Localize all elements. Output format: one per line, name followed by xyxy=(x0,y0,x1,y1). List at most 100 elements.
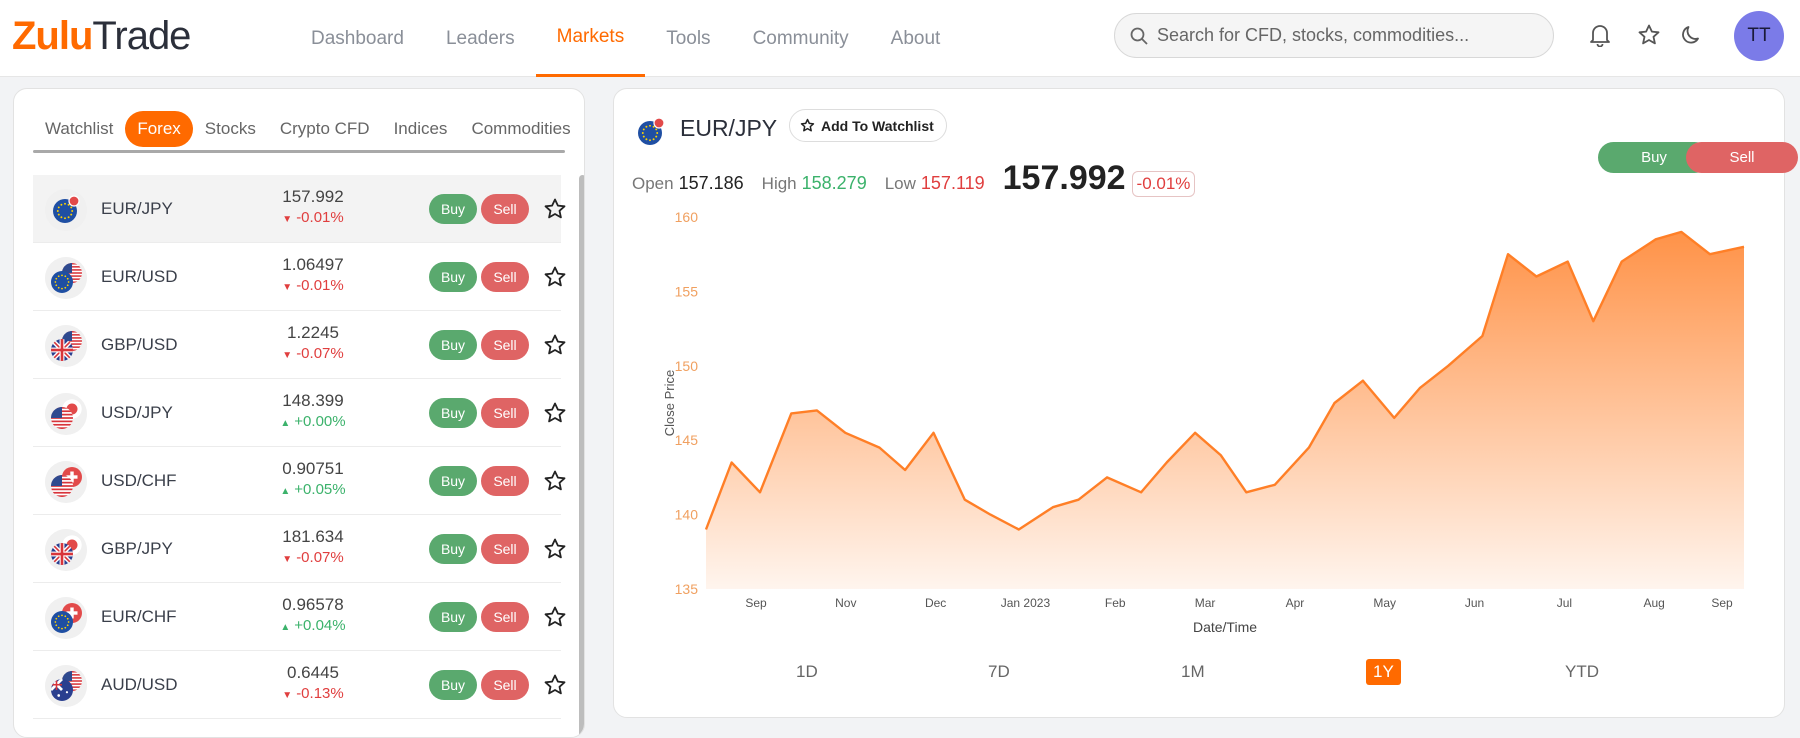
sell-button[interactable]: Sell xyxy=(481,262,529,292)
instrument-row[interactable]: EUR/USD 1.06497 ▼ -0.01% Buy Sell xyxy=(33,243,566,311)
sell-button[interactable]: Sell xyxy=(481,330,529,360)
star-icon xyxy=(800,118,815,132)
instrument-list: EUR/JPY 157.992 ▼ -0.01% Buy Sell EUR/USD 1.064… xyxy=(33,175,566,719)
range-1y[interactable]: 1Y xyxy=(1366,659,1401,685)
instrument-row[interactable]: GBP/USD 1.2245 ▼ -0.07% Buy Sell xyxy=(33,311,566,379)
buy-button[interactable]: Buy xyxy=(429,534,477,564)
buy-button[interactable]: Buy xyxy=(429,670,477,700)
instrument-symbol: GBP/JPY xyxy=(101,538,173,558)
instrument-symbol: EUR/JPY xyxy=(101,198,173,218)
instrument-change: ▼ -0.13% xyxy=(238,685,388,702)
range-ytd[interactable]: YTD xyxy=(1565,662,1599,681)
sell-button[interactable]: Sell xyxy=(481,534,529,564)
caret-down-icon: ▼ xyxy=(282,350,293,361)
range-1m[interactable]: 1M xyxy=(1181,662,1205,681)
x-tick-label: May xyxy=(1373,596,1396,610)
instrument-change: ▼ -0.01% xyxy=(238,209,388,226)
watchlist-star-icon[interactable] xyxy=(543,605,567,629)
instrument-price: 157.992 xyxy=(282,187,344,206)
instrument-price: 181.634 xyxy=(282,527,344,546)
instrument-row[interactable]: EUR/JPY 157.992 ▼ -0.01% Buy Sell xyxy=(33,175,566,243)
sell-button[interactable]: Sell xyxy=(481,466,529,496)
instrument-row[interactable]: GBP/JPY 181.634 ▼ -0.07% Buy Sell xyxy=(33,515,566,583)
instrument-price: 0.96578 xyxy=(282,595,344,614)
nav-leaders[interactable]: Leaders xyxy=(445,27,515,49)
instrument-row[interactable]: AUD/USD 0.6445 ▼ -0.13% Buy Sell xyxy=(33,651,566,719)
tab-forex[interactable]: Forex xyxy=(125,111,193,147)
instrument-row[interactable]: EUR/CHF 0.96578 ▲ +0.04% Buy Sell xyxy=(33,583,566,651)
change-value: +0.05% xyxy=(294,481,346,498)
buy-button[interactable]: Buy xyxy=(429,398,477,428)
price-area xyxy=(706,231,1744,589)
watchlist-star-icon[interactable] xyxy=(543,197,567,221)
eu-flag-icon xyxy=(638,117,665,145)
caret-up-icon: ▲ xyxy=(280,418,291,429)
user-avatar[interactable]: TT xyxy=(1734,11,1784,61)
price-chart[interactable]: 135 140 145 150 155 160 Sep Nov Dec Jan 2023 Feb Ma… xyxy=(614,189,1786,649)
buy-button[interactable]: Buy xyxy=(429,602,477,632)
moon-icon[interactable] xyxy=(1679,22,1705,48)
nav-tools[interactable]: Tools xyxy=(666,27,711,49)
x-tick-label: Apr xyxy=(1286,596,1305,610)
instrument-symbol: USD/CHF xyxy=(101,470,177,490)
y-tick-label: 155 xyxy=(675,283,699,299)
instrument-row[interactable]: USD/CHF 0.90751 ▲ +0.05% Buy Sell xyxy=(33,447,566,515)
watchlist-star-icon[interactable] xyxy=(543,673,567,697)
high-label: High xyxy=(761,174,797,193)
instrument-change: ▲ +0.05% xyxy=(238,481,388,498)
watchlist-star-icon[interactable] xyxy=(543,265,567,289)
market-tabs: Watchlist Forex Stocks Crypto CFD Indice… xyxy=(33,107,581,151)
nav-about[interactable]: About xyxy=(890,27,941,49)
change-value: +0.04% xyxy=(294,617,346,634)
add-to-watchlist-label: Add To Watchlist xyxy=(821,117,934,134)
change-value: -0.13% xyxy=(296,685,344,702)
change-value: -0.07% xyxy=(296,549,344,566)
bell-icon[interactable] xyxy=(1587,22,1613,48)
buy-button[interactable]: Buy xyxy=(429,194,477,224)
watchlist-star-icon[interactable] xyxy=(543,401,567,425)
time-range-selector: 1D 7D 1M 1Y YTD xyxy=(614,659,1786,689)
instrument-row[interactable]: USD/JPY 148.399 ▲ +0.00% Buy Sell xyxy=(33,379,566,447)
nav-markets[interactable]: Markets xyxy=(535,0,646,77)
caret-down-icon: ▼ xyxy=(282,554,293,565)
instrument-detail-panel: EUR/JPY Add To Watchlist Open 157.186 Hi… xyxy=(613,88,1798,718)
buy-button[interactable]: Buy xyxy=(429,330,477,360)
zulutrade-logo[interactable]: Zulu Trade xyxy=(12,14,191,58)
open-value: 157.186 xyxy=(678,173,744,193)
tab-watchlist[interactable]: Watchlist xyxy=(45,119,114,138)
buy-button[interactable]: Buy xyxy=(429,466,477,496)
list-scrollbar[interactable] xyxy=(579,175,584,737)
y-tick-label: 150 xyxy=(675,358,699,374)
instrument-price: 1.2245 xyxy=(287,323,339,342)
detail-sell-button[interactable]: Sell xyxy=(1686,142,1798,173)
tab-stocks[interactable]: Stocks xyxy=(204,119,256,138)
tab-crypto-cfd[interactable]: Crypto CFD xyxy=(279,119,370,138)
tab-indices[interactable]: Indices xyxy=(393,119,448,138)
currency-flag-icon xyxy=(45,325,87,367)
watchlist-star-icon[interactable] xyxy=(543,333,567,357)
search-input[interactable] xyxy=(1157,25,1537,46)
price-line xyxy=(704,230,1745,531)
caret-up-icon: ▲ xyxy=(280,486,291,497)
sell-button[interactable]: Sell xyxy=(481,398,529,428)
nav-community[interactable]: Community xyxy=(752,27,849,49)
search-icon xyxy=(1130,27,1148,45)
watchlist-star-icon[interactable] xyxy=(543,537,567,561)
range-1d[interactable]: 1D xyxy=(796,662,818,681)
range-7d[interactable]: 7D xyxy=(988,662,1010,681)
add-to-watchlist-button[interactable]: Add To Watchlist xyxy=(789,109,947,142)
buy-button[interactable]: Buy xyxy=(429,262,477,292)
watchlist-star-icon[interactable] xyxy=(543,469,567,493)
tab-commodities[interactable]: Commodities xyxy=(471,119,571,138)
instrument-symbol: EUR/USD xyxy=(101,266,178,286)
search-box xyxy=(1114,13,1554,58)
sell-button[interactable]: Sell xyxy=(481,602,529,632)
x-tick-label: Jan 2023 xyxy=(1001,596,1051,610)
tabs-scroll-track[interactable] xyxy=(33,150,565,153)
sell-button[interactable]: Sell xyxy=(481,194,529,224)
sell-button[interactable]: Sell xyxy=(481,670,529,700)
instrument-change: ▼ -0.01% xyxy=(238,277,388,294)
nav-dashboard[interactable]: Dashboard xyxy=(311,27,404,49)
star-icon[interactable] xyxy=(1636,22,1662,48)
y-tick-label: 145 xyxy=(675,432,699,448)
